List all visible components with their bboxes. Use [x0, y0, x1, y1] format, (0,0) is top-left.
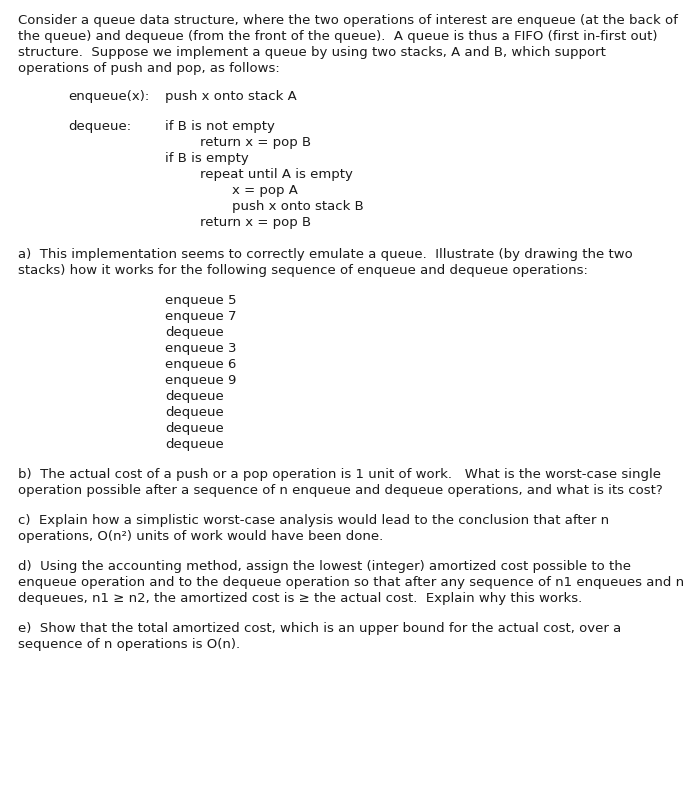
- Text: enqueue 9: enqueue 9: [165, 374, 236, 387]
- Text: if B is not empty: if B is not empty: [165, 120, 275, 133]
- Text: operation possible after a sequence of n enqueue and dequeue operations, and wha: operation possible after a sequence of n…: [18, 484, 663, 497]
- Text: enqueue 7: enqueue 7: [165, 310, 236, 323]
- Text: dequeue: dequeue: [165, 390, 224, 403]
- Text: if B is empty: if B is empty: [165, 152, 249, 165]
- Text: sequence of n operations is O(n).: sequence of n operations is O(n).: [18, 638, 240, 651]
- Text: dequeue: dequeue: [165, 406, 224, 419]
- Text: d)  Using the accounting method, assign the lowest (integer) amortized cost poss: d) Using the accounting method, assign t…: [18, 560, 631, 573]
- Text: stacks) how it works for the following sequence of enqueue and dequeue operation: stacks) how it works for the following s…: [18, 264, 588, 277]
- Text: return x = pop B: return x = pop B: [200, 136, 311, 149]
- Text: c)  Explain how a simplistic worst-case analysis would lead to the conclusion th: c) Explain how a simplistic worst-case a…: [18, 514, 609, 527]
- Text: operations of push and pop, as follows:: operations of push and pop, as follows:: [18, 62, 280, 75]
- Text: b)  The actual cost of a push or a pop operation is 1 unit of work.   What is th: b) The actual cost of a push or a pop op…: [18, 468, 661, 481]
- Text: x = pop A: x = pop A: [232, 184, 298, 197]
- Text: structure.  Suppose we implement a queue by using two stacks, A and B, which sup: structure. Suppose we implement a queue …: [18, 46, 606, 59]
- Text: repeat until A is empty: repeat until A is empty: [200, 168, 353, 181]
- Text: the queue) and dequeue (from the front of the queue).  A queue is thus a FIFO (f: the queue) and dequeue (from the front o…: [18, 30, 658, 43]
- Text: enqueue operation and to the dequeue operation so that after any sequence of n1 : enqueue operation and to the dequeue ope…: [18, 576, 683, 589]
- Text: push x onto stack B: push x onto stack B: [232, 200, 364, 213]
- Text: return x = pop B: return x = pop B: [200, 216, 311, 229]
- Text: dequeue: dequeue: [165, 438, 224, 451]
- Text: Consider a queue data structure, where the two operations of interest are enqueu: Consider a queue data structure, where t…: [18, 14, 678, 27]
- Text: dequeue: dequeue: [165, 326, 224, 339]
- Text: a)  This implementation seems to correctly emulate a queue.  Illustrate (by draw: a) This implementation seems to correctl…: [18, 248, 632, 261]
- Text: e)  Show that the total amortized cost, which is an upper bound for the actual c: e) Show that the total amortized cost, w…: [18, 622, 622, 635]
- Text: dequeues, n1 ≥ n2, the amortized cost is ≥ the actual cost.  Explain why this wo: dequeues, n1 ≥ n2, the amortized cost is…: [18, 592, 582, 605]
- Text: dequeue: dequeue: [165, 422, 224, 435]
- Text: enqueue 5: enqueue 5: [165, 294, 236, 307]
- Text: dequeue:: dequeue:: [68, 120, 131, 133]
- Text: enqueue 6: enqueue 6: [165, 358, 236, 371]
- Text: operations, O(n²) units of work would have been done.: operations, O(n²) units of work would ha…: [18, 530, 383, 543]
- Text: enqueue(x):: enqueue(x):: [68, 90, 150, 103]
- Text: enqueue 3: enqueue 3: [165, 342, 236, 355]
- Text: push x onto stack A: push x onto stack A: [165, 90, 296, 103]
